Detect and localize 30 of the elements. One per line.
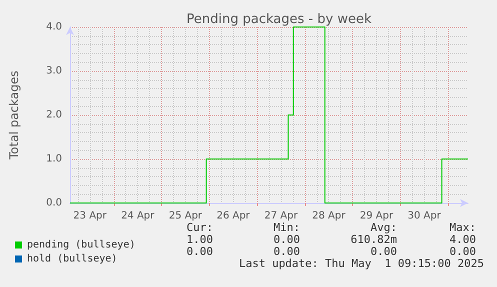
x-tick-label: 27 Apr — [264, 210, 298, 222]
x-tick-label: 29 Apr — [360, 210, 394, 222]
chart-title: Pending packages - by week — [186, 12, 372, 27]
y-axis-title: Total packages — [7, 70, 21, 160]
text: 0.00 — [450, 245, 476, 258]
text: 0.00 — [274, 245, 300, 258]
legend-label: hold (bullseye) — [27, 254, 118, 264]
text: 1.00 — [186, 233, 213, 246]
y-tick-label: 0.0 — [46, 198, 62, 208]
x-tick-label: 26 Apr — [216, 210, 251, 222]
text: Max: — [450, 221, 476, 234]
legend-label: pending (bullseye) — [27, 240, 136, 250]
text: 0.00 — [370, 245, 397, 258]
text: 4.00 — [450, 233, 476, 246]
text: 0.00 — [274, 233, 300, 246]
x-tick-label: 23 Apr — [73, 210, 108, 222]
text: 610.82m — [350, 233, 398, 246]
y-tick-label: 1.0 — [46, 154, 62, 164]
x-tick-label: 30 Apr — [408, 210, 442, 222]
y-tick-label: 2.0 — [46, 110, 62, 120]
y-tick-label: 3.0 — [46, 66, 62, 76]
x-tick-label: 25 Apr — [168, 210, 203, 222]
text: 0.00 — [186, 245, 213, 258]
text: Last update: Thu May 1 09:15:00 2025 — [238, 257, 484, 270]
text: Avg: — [370, 221, 397, 234]
text: Min: — [274, 221, 300, 234]
y-tick-label: 4.0 — [46, 22, 62, 32]
x-tick-label: 24 Apr — [121, 210, 156, 222]
text: Cur: — [186, 221, 213, 234]
x-tick-label: 28 Apr — [312, 210, 346, 222]
